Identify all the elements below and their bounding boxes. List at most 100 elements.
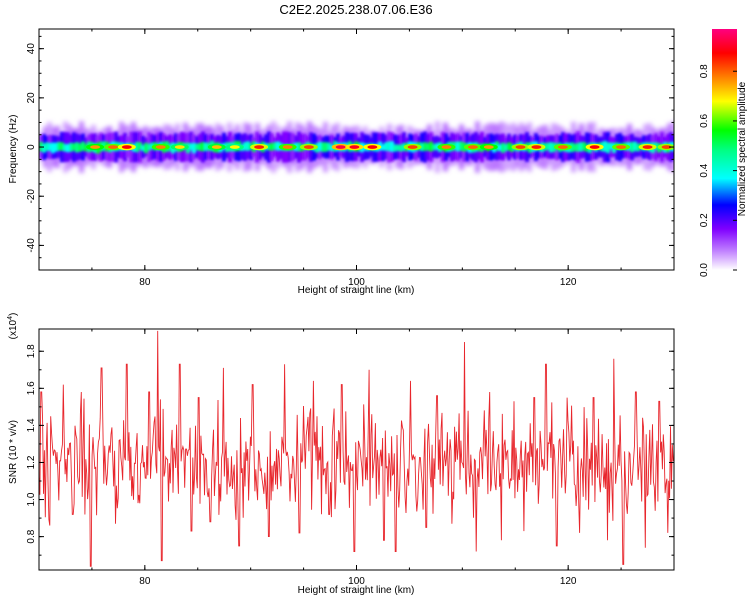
spectrogram-peak [108, 145, 119, 149]
spectrogram-core-cell [168, 143, 172, 151]
spectrogram-core-cell [72, 143, 76, 151]
colorbar-tick-label: 0.0 [699, 263, 710, 277]
spectrogram-core-cell [195, 143, 199, 151]
spectrogram-core-cell [84, 144, 88, 152]
spectrogram-ytick-label: -20 [26, 189, 37, 204]
spectrogram-core-cell [321, 142, 325, 152]
spectrogram-core-cell [270, 143, 274, 151]
spectrogram-core-cell [204, 142, 208, 151]
spectrogram-peak [515, 145, 526, 149]
spectrogram-core-cell [399, 144, 403, 152]
spectrogram-core-cell [192, 142, 196, 154]
spectrogram-core-cell [189, 143, 193, 151]
snr-frame [38, 328, 675, 571]
spectrogram-ytick-label: 0 [26, 144, 37, 150]
spectrogram-core-cell [57, 141, 61, 151]
spectrogram-core-cell [507, 142, 511, 151]
spectrogram-peak [349, 145, 360, 149]
spectrogram-core-cell [501, 142, 505, 153]
colorbar-ticks: 0.0 0.2 0.4 0.6 0.8 [699, 64, 737, 277]
spectrogram-heatmap [39, 121, 674, 173]
snr-ytick-label: 1.6 [26, 381, 37, 395]
snr-multiplier: (x104) [7, 313, 19, 340]
spectrogram-core-cell [318, 141, 322, 152]
colorbar-tick-label: 0.6 [699, 114, 710, 128]
snr-ytick-label: 1.2 [26, 455, 37, 469]
spectrogram-core-cell [582, 142, 586, 151]
spectrogram-xlabel: Height of straight line (km) [298, 285, 415, 296]
spectrogram-panel: 80 100 120 -40 -20 0 20 40 Height of straight l… [8, 28, 675, 296]
spectrogram-ytick-label: 40 [26, 43, 37, 55]
spectrogram-core-cell [147, 144, 151, 151]
svg-text:(x104): (x104) [7, 313, 19, 340]
spectrogram-peak [441, 145, 452, 149]
spectrogram-core-cell [42, 143, 46, 153]
spectrogram-core-cell [432, 144, 436, 151]
spectrogram-core-cell [498, 144, 502, 151]
spectrogram-ylabel: Frequency (Hz) [8, 115, 19, 184]
spectrogram-peak [254, 145, 265, 149]
spectrogram-core-cell [81, 141, 85, 151]
spectrogram-core-cell [633, 141, 637, 151]
spectrogram-core-cell [150, 142, 154, 150]
spectrogram-peak [467, 145, 478, 149]
snr-panel: 80 100 120 0.8 1.0 1.2 1.4 1.6 1.8 Height of str… [7, 313, 675, 596]
colorbar-tick-label: 0.2 [699, 213, 710, 227]
figure-title: C2E2.2025.238.07.06.E36 [279, 2, 432, 17]
spectrogram-peaks [86, 143, 674, 151]
snr-xlabel: Height of straight line (km) [298, 585, 415, 596]
spectrogram-core-cell [576, 143, 580, 152]
spectrogram-peak [229, 145, 240, 149]
spectrogram-core-cell [324, 142, 328, 152]
spectrogram-core-cell [435, 143, 439, 151]
spectrogram-core-cell [381, 144, 385, 151]
snr-ytick-label: 1.4 [26, 418, 37, 432]
spectrogram-peak [531, 145, 542, 149]
spectrogram-peak [483, 145, 494, 149]
spectrogram-core-cell [267, 143, 271, 151]
snr-ylabel: SNR (10 * v/v) [8, 420, 19, 484]
spectrogram-core-cell [423, 142, 427, 151]
spectrogram-core-cell [246, 141, 250, 151]
spectrogram-core-cell [327, 142, 331, 151]
spectrogram-core-cell [396, 144, 400, 151]
spectrogram-core-cell [579, 142, 583, 152]
colorbar-tick-label: 0.8 [699, 64, 710, 78]
spectrogram-peak [642, 145, 653, 149]
spectrogram-peak [367, 145, 378, 149]
snr-xtick-label: 80 [139, 576, 151, 587]
spectrogram-ticks: 80 100 120 -40 -20 0 20 40 [26, 29, 675, 288]
spectrogram-peak [616, 145, 627, 149]
spectrogram-core-cell [63, 144, 67, 152]
spectrogram-core-cell [48, 143, 52, 151]
spectrogram-core-cell [636, 143, 640, 152]
spectrogram-core-cell [456, 141, 460, 152]
spectrogram-core-cell [393, 144, 397, 152]
spectrogram-xtick-label: 120 [560, 277, 577, 288]
colorbar-gradient [712, 29, 737, 270]
colorbar: 0.0 0.2 0.4 0.6 0.8 Normalized spectral ampl… [699, 29, 748, 277]
spectrogram-core-cell [201, 142, 205, 152]
spectrogram-core-cell [51, 142, 55, 154]
spectrogram-core-cell [603, 141, 607, 152]
spectrogram-core-cell [573, 143, 577, 152]
spectrogram-peak [661, 145, 672, 149]
snr-ytick-label: 1.8 [26, 344, 37, 358]
spectrogram-peak [303, 145, 314, 149]
spectrogram-peak [90, 145, 101, 149]
spectrogram-core-cell [549, 142, 553, 153]
spectrogram-peak [589, 145, 600, 149]
spectrogram-peak [335, 145, 346, 149]
spectrogram-core-cell [198, 143, 202, 151]
spectrogram-core-cell [54, 142, 58, 152]
spectrogram-peak [155, 145, 166, 149]
snr-ticks: 80 100 120 0.8 1.0 1.2 1.4 1.6 1.8 [26, 329, 675, 587]
spectrogram-peak [174, 145, 185, 149]
spectrogram-core-cell [45, 142, 49, 151]
spectrogram-core-cell [426, 143, 430, 151]
spectrogram-core-cell [243, 142, 247, 151]
spectrogram-xtick-label: 100 [348, 277, 365, 288]
spectrogram-core-cell [78, 143, 82, 152]
spectrogram-ytick-label: 20 [26, 92, 37, 104]
